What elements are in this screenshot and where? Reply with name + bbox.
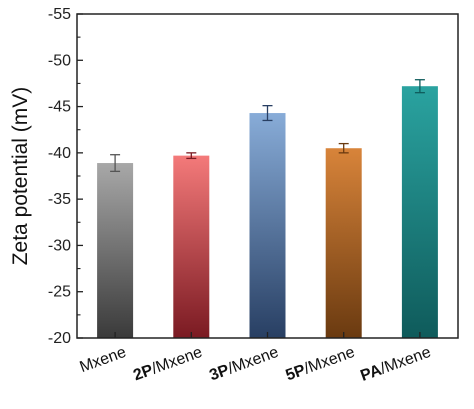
y-tick-label: -20: [48, 330, 71, 347]
x-category-label: Mxene: [78, 344, 129, 376]
y-tick-label: -55: [48, 6, 71, 23]
y-axis: -20 -25 -30 -35 -40 -45 -50 -55: [48, 6, 83, 347]
y-tick-label: -35: [48, 191, 71, 208]
bar-pa-mxene: [401, 86, 438, 338]
x-category-label: PA/Mxene: [358, 344, 433, 385]
bars-layer: [97, 86, 438, 339]
y-tick-label: -45: [48, 99, 71, 116]
bar-2p-mxene: [173, 155, 210, 338]
y-axis-title: Zeta potential (mV): [9, 87, 32, 266]
y-tick-label: -40: [48, 145, 71, 162]
y-tick-label: -25: [48, 284, 71, 301]
bar-5p-mxene: [325, 148, 362, 338]
x-category-label: 2P/Mxene: [131, 344, 205, 385]
bar-3p-mxene: [249, 113, 286, 339]
x-axis: Mxene 2P/Mxene 3P/Mxene 5P/Mxene PA/Mxene: [78, 332, 433, 385]
y-tick-label: -50: [48, 52, 71, 69]
bar-mxene: [97, 163, 134, 338]
error-bars-layer: [110, 79, 425, 173]
x-category-label: 5P/Mxene: [284, 344, 358, 385]
y-tick-label: -30: [48, 237, 71, 254]
x-category-label: 3P/Mxene: [207, 344, 281, 385]
